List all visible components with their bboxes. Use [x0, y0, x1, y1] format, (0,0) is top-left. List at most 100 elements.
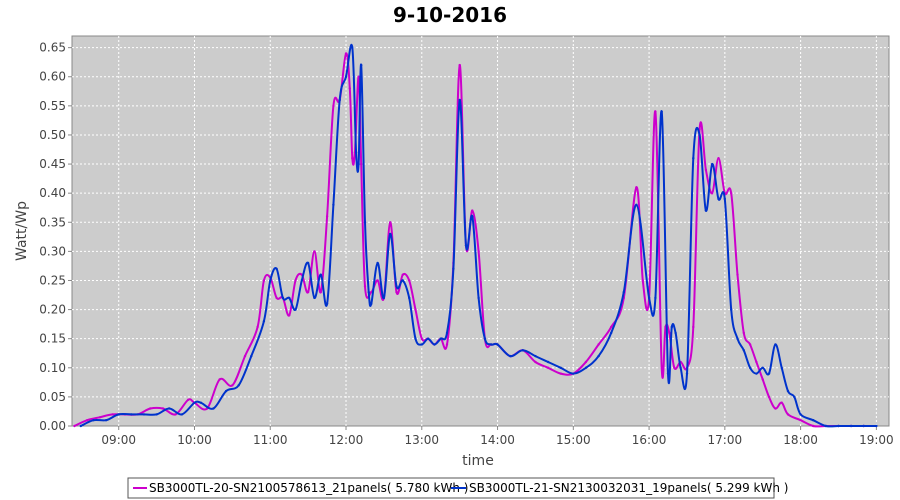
data-point-series-2 [635, 203, 638, 206]
data-point-series-2 [711, 162, 714, 166]
data-point-series-2 [875, 424, 878, 428]
data-point-series-2 [357, 162, 360, 166]
data-point-series-1 [187, 398, 190, 401]
data-point-series-1 [471, 209, 474, 212]
data-point-series-2 [622, 290, 625, 294]
data-point-series-1 [774, 407, 777, 410]
data-point-series-1 [360, 162, 363, 166]
data-point-series-2 [250, 354, 253, 358]
y-tick-label: 0.10 [39, 361, 66, 375]
data-point-series-2 [780, 366, 783, 369]
data-point-series-2 [862, 424, 865, 428]
x-tick-label: 11:00 [253, 433, 288, 447]
legend: SB3000TL-20-SN2100578613_21panels( 5.780… [127, 477, 788, 499]
x-axis-label: time [462, 453, 494, 469]
data-point-series-2 [426, 337, 430, 340]
data-point-series-2 [799, 413, 802, 416]
data-point-series-1 [812, 424, 815, 428]
data-point-series-1 [325, 215, 329, 218]
data-point-series-1 [363, 285, 367, 288]
data-point-series-1 [319, 290, 322, 294]
data-point-series-2 [654, 296, 657, 300]
data-point-series-2 [458, 98, 461, 102]
data-point-series-2 [420, 343, 423, 346]
data-point-series-1 [256, 325, 259, 329]
data-point-series-1 [275, 296, 278, 300]
data-point-series-1 [767, 395, 771, 399]
data-point-series-2 [755, 372, 758, 375]
x-tick-label: 14:00 [480, 433, 515, 447]
data-point-series-1 [477, 250, 480, 253]
data-point-series-1 [692, 325, 695, 329]
data-point-series-2 [464, 244, 468, 247]
data-point-series-2 [269, 279, 272, 282]
x-tick-label: 17:00 [708, 433, 743, 447]
data-point-series-2 [92, 419, 95, 422]
x-tick-label: 10:00 [177, 433, 212, 447]
data-point-series-1 [86, 419, 89, 422]
legend-label-series-2: SB3000TL-21-SN2130032031_19panels( 5.299… [469, 481, 788, 495]
data-point-series-1 [711, 192, 714, 195]
data-point-series-2 [104, 419, 108, 422]
data-point-series-1 [98, 416, 102, 419]
data-point-series-1 [597, 343, 600, 346]
data-point-series-2 [610, 331, 613, 335]
data-point-series-2 [332, 203, 335, 206]
x-tick-label: 16:00 [632, 433, 667, 447]
data-point-series-2 [351, 46, 354, 49]
y-tick-label: 0.00 [39, 419, 66, 433]
data-point-series-1 [755, 360, 758, 364]
data-point-series-2 [363, 221, 367, 224]
data-point-series-2 [224, 389, 228, 393]
data-point-series-2 [168, 407, 171, 410]
y-tick-label: 0.50 [39, 128, 66, 142]
data-point-series-1 [799, 419, 802, 422]
data-point-series-2 [344, 75, 348, 78]
data-point-series-2 [572, 372, 575, 375]
data-point-series-2 [767, 372, 771, 375]
data-point-series-1 [420, 337, 423, 340]
data-point-series-2 [584, 366, 588, 369]
data-point-series-2 [325, 302, 329, 305]
data-point-series-2 [660, 110, 663, 113]
data-point-series-2 [698, 133, 701, 137]
data-point-series-2 [774, 343, 777, 346]
data-point-series-2 [300, 279, 303, 282]
data-point-series-1 [534, 360, 537, 364]
data-point-series-2 [477, 296, 480, 300]
y-tick-label: 0.05 [39, 390, 66, 404]
y-axis-label: Watt/Wp [14, 201, 30, 261]
x-tick-label: 13:00 [404, 433, 439, 447]
data-point-series-2 [294, 308, 297, 311]
y-tick-label: 0.25 [39, 273, 66, 287]
data-point-series-2 [275, 267, 278, 270]
plot-area [71, 35, 890, 427]
data-point-series-2 [849, 424, 853, 428]
data-point-series-1 [786, 413, 790, 416]
data-point-series-2 [692, 157, 695, 160]
data-point-series-2 [509, 354, 512, 358]
data-point-series-2 [736, 337, 739, 340]
data-point-series-2 [180, 413, 184, 416]
data-point-series-2 [79, 424, 83, 428]
x-axis-ticks: 09:00 10:00 11:00 12:00 13:00 14:00 15:00 16:00… [101, 426, 894, 447]
y-tick-label: 0.15 [39, 332, 66, 346]
data-point-series-2 [786, 389, 790, 393]
data-point-series-2 [389, 232, 392, 236]
data-point-series-2 [761, 366, 764, 369]
data-point-series-2 [496, 343, 499, 346]
data-point-series-1 [174, 413, 177, 416]
x-tick-label: 09:00 [101, 433, 136, 447]
data-point-series-2 [666, 372, 670, 375]
data-point-series-2 [212, 407, 215, 410]
data-point-series-2 [130, 413, 133, 416]
data-point-series-1 [673, 366, 676, 369]
y-tick-label: 0.35 [39, 215, 66, 229]
data-point-series-1 [306, 290, 310, 294]
data-point-series-1 [294, 279, 297, 282]
data-point-series-1 [149, 407, 152, 410]
x-tick-label: 19:00 [859, 433, 894, 447]
data-point-series-2 [142, 413, 146, 416]
x-tick-label: 15:00 [556, 433, 591, 447]
